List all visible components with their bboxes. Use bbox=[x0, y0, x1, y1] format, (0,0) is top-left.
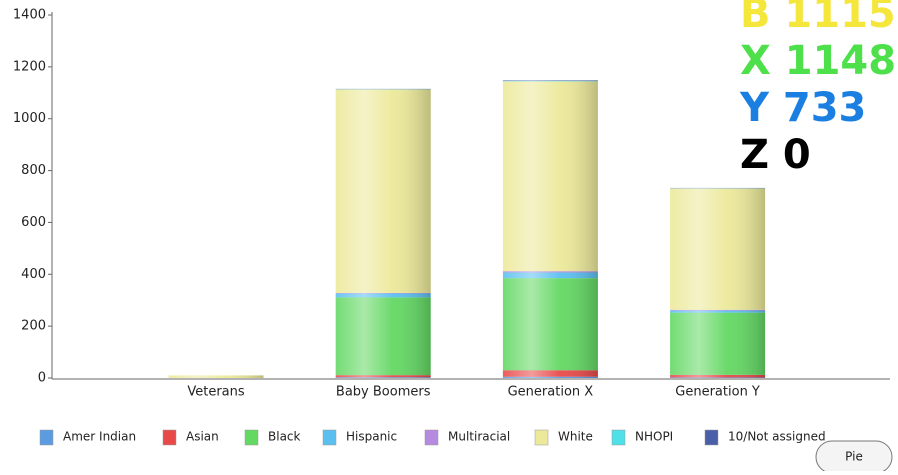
bar-shine bbox=[670, 311, 765, 313]
bar-shine bbox=[336, 89, 431, 293]
pie-button[interactable]: Pie bbox=[816, 441, 892, 471]
y-tick-label: 800 bbox=[21, 163, 46, 178]
bar-shine bbox=[503, 81, 598, 82]
legend-swatch bbox=[705, 430, 718, 445]
bar-shine bbox=[503, 370, 598, 376]
bar-shine bbox=[503, 278, 598, 370]
bar-shine bbox=[503, 271, 598, 272]
y-tick-label: 0 bbox=[38, 371, 46, 386]
button-label[interactable]: Pie bbox=[845, 450, 863, 464]
bar-shine bbox=[670, 313, 765, 375]
annotation: B 1115 bbox=[740, 0, 896, 37]
bar-shine bbox=[336, 377, 431, 378]
legend-label: Black bbox=[268, 430, 301, 444]
legend-swatch bbox=[425, 430, 438, 445]
bar-shine bbox=[670, 310, 765, 311]
bar-shine bbox=[503, 377, 598, 378]
legend-swatch bbox=[245, 430, 258, 445]
bar-shine bbox=[670, 377, 765, 378]
legend-swatch bbox=[323, 430, 336, 445]
legend-swatch bbox=[163, 430, 176, 445]
bar-shine bbox=[670, 375, 765, 378]
legend-label: White bbox=[558, 430, 593, 444]
y-tick-label: 400 bbox=[21, 267, 46, 282]
x-tick-label: Generation Y bbox=[675, 385, 760, 400]
bar-shine bbox=[503, 272, 598, 278]
bar-shine bbox=[670, 188, 765, 309]
bar-shine bbox=[336, 297, 431, 375]
bar-shine bbox=[336, 293, 431, 297]
legend-label: Hispanic bbox=[346, 430, 397, 444]
y-tick-label: 1400 bbox=[13, 8, 46, 23]
legend-label: NHOPI bbox=[635, 430, 673, 444]
legend-swatch bbox=[612, 430, 625, 445]
legend-swatch bbox=[535, 430, 548, 445]
legend-label: Asian bbox=[186, 430, 219, 444]
annotation: X 1148 bbox=[740, 38, 896, 84]
annotation: Y 733 bbox=[739, 85, 866, 131]
y-tick-label: 600 bbox=[21, 215, 46, 230]
bar-shine bbox=[336, 293, 431, 294]
bar-shine bbox=[503, 80, 598, 81]
annotation: Z 0 bbox=[740, 132, 811, 178]
y-tick-label: 1000 bbox=[13, 111, 46, 126]
bar-shine bbox=[169, 375, 264, 378]
x-tick-label: Baby Boomers bbox=[336, 385, 431, 400]
legend-swatch bbox=[40, 430, 53, 445]
legend-label: Multiracial bbox=[448, 430, 510, 444]
y-tick-label: 200 bbox=[21, 319, 46, 334]
x-tick-label: Veterans bbox=[187, 385, 245, 400]
y-tick-label: 1200 bbox=[13, 59, 46, 74]
bar-shine bbox=[336, 375, 431, 377]
legend-label: Amer Indian bbox=[63, 430, 136, 444]
legend-label: 10/Not assigned bbox=[728, 430, 826, 444]
x-tick-label: Generation X bbox=[508, 385, 594, 400]
bar-shine bbox=[503, 81, 598, 271]
